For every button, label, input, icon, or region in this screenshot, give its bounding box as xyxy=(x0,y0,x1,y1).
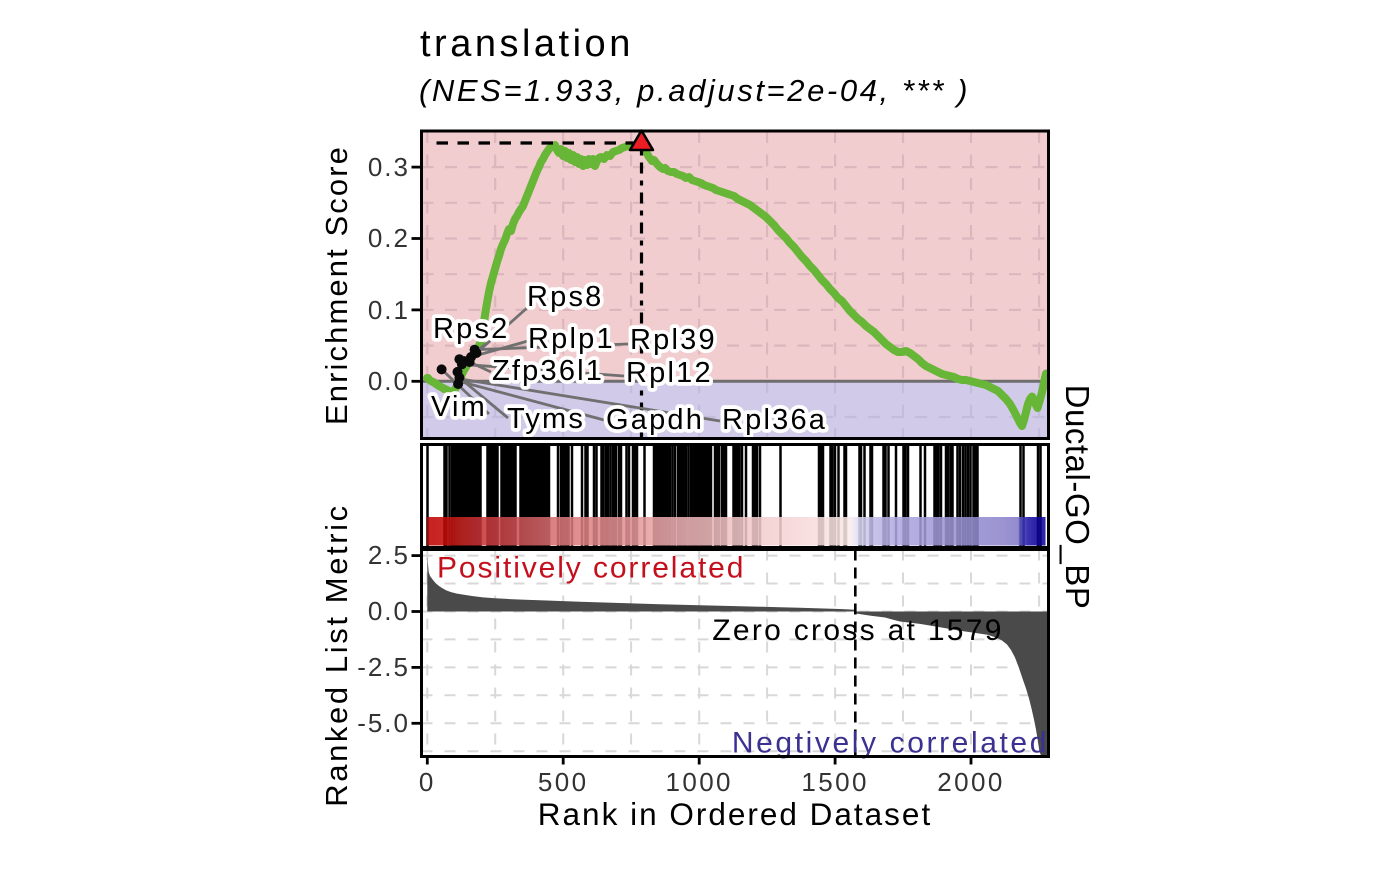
svg-text:translation: translation xyxy=(420,23,634,65)
svg-text:Rank in Ordered Dataset: Rank in Ordered Dataset xyxy=(538,796,932,832)
svg-text:Zfp36l1: Zfp36l1 xyxy=(492,355,604,387)
svg-text:Tyms: Tyms xyxy=(507,403,585,435)
svg-text:0.3: 0.3 xyxy=(368,152,410,182)
svg-text:Rps8: Rps8 xyxy=(527,281,604,313)
svg-text:0.0: 0.0 xyxy=(368,596,410,626)
svg-text:2000: 2000 xyxy=(937,767,1004,797)
svg-text:Rplp1: Rplp1 xyxy=(528,323,615,355)
svg-text:1500: 1500 xyxy=(801,767,868,797)
svg-text:Rpl39: Rpl39 xyxy=(630,324,717,356)
svg-text:Gapdh: Gapdh xyxy=(606,404,704,436)
svg-text:0: 0 xyxy=(419,767,436,797)
svg-text:Negtively correlated: Negtively correlated xyxy=(732,727,1049,760)
svg-text:-5.0: -5.0 xyxy=(357,708,410,738)
svg-text:0.1: 0.1 xyxy=(368,295,410,325)
svg-text:Zero cross at 1579: Zero cross at 1579 xyxy=(712,614,1004,647)
svg-text:Rps2: Rps2 xyxy=(433,313,510,345)
svg-text:Positively correlated: Positively correlated xyxy=(437,552,745,585)
svg-text:Enrichment Score: Enrichment Score xyxy=(319,145,354,425)
svg-text:Ranked List Metric: Ranked List Metric xyxy=(319,503,354,807)
svg-text:-2.5: -2.5 xyxy=(357,652,410,682)
svg-text:0.2: 0.2 xyxy=(368,223,410,253)
svg-text:Rpl36a: Rpl36a xyxy=(722,404,827,436)
svg-text:Rpl12: Rpl12 xyxy=(626,357,713,389)
svg-text:Vim: Vim xyxy=(431,391,487,423)
svg-text:(NES=1.933, p.adjust=2e-04, **: (NES=1.933, p.adjust=2e-04, *** ) xyxy=(419,73,970,108)
svg-text:0.0: 0.0 xyxy=(368,366,410,396)
svg-text:2.5: 2.5 xyxy=(368,540,410,570)
svg-text:Ductal-GO_BP: Ductal-GO_BP xyxy=(1059,385,1096,610)
svg-text:1000: 1000 xyxy=(665,767,732,797)
svg-text:500: 500 xyxy=(538,767,589,797)
